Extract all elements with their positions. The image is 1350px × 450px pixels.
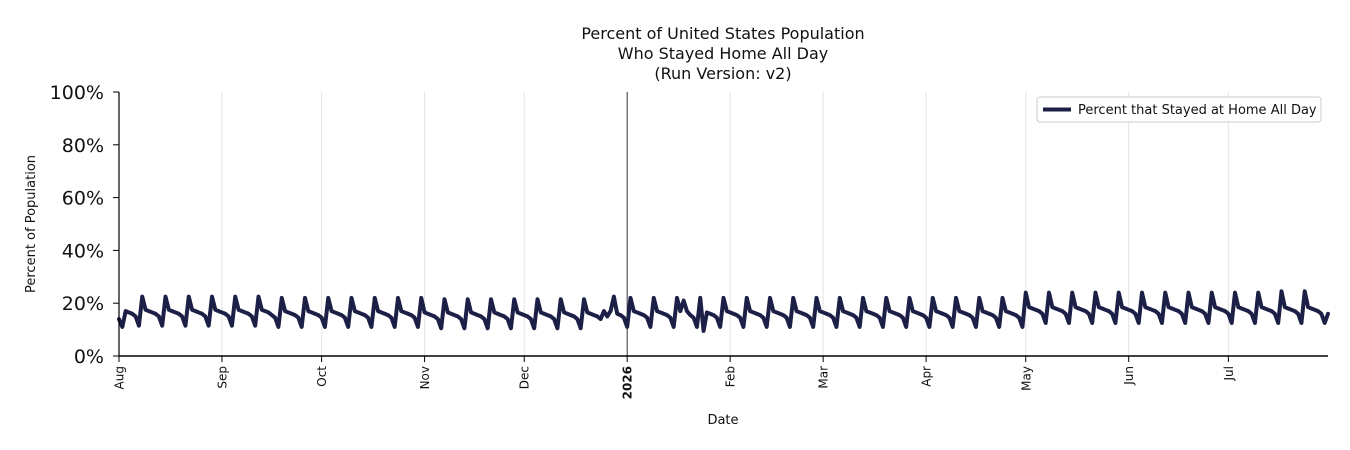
x-tick-label: Jul [1222, 366, 1236, 381]
legend: Percent that Stayed at Home All Day [1036, 96, 1322, 123]
y-tick-label: 40% [62, 240, 104, 262]
x-tick-label: May [1019, 366, 1033, 391]
y-tick-label: 100% [50, 82, 104, 104]
x-tick-label: Oct [315, 366, 329, 387]
y-tick-label: 0% [74, 346, 104, 368]
series-lines [117, 289, 1330, 333]
axes [118, 92, 1328, 357]
y-tick-label: 80% [62, 135, 104, 157]
x-tick-label: Nov [418, 366, 432, 389]
x-axis-label: Date [707, 413, 738, 428]
x-tick-label: Jun [1122, 366, 1136, 386]
x-tick-label: Mar [817, 366, 831, 389]
chart-title: Percent of United States Population Who … [581, 24, 864, 83]
x-tick-label: Aug [113, 366, 127, 389]
legend-label: Percent that Stayed at Home All Day [1078, 103, 1317, 118]
x-ticks: Aug Sep Oct Nov Dec 2026 Feb Mar Apr May Jun Jul [113, 356, 1236, 399]
y-axis-label: Percent of Population [24, 155, 39, 293]
chart-title-line-2: Who Stayed Home All Day [618, 44, 828, 63]
legend-box [1036, 96, 1322, 123]
chart-title-line-3: (Run Version: v2) [654, 64, 791, 83]
y-tick-label: 60% [62, 188, 104, 210]
y-tick-label: 20% [62, 293, 104, 315]
y-ticks: 0% 20% 40% 60% 80% 100% [50, 82, 119, 368]
x-gridlines [118, 92, 1229, 356]
x-tick-label: Dec [518, 366, 532, 389]
x-tick-label: Feb [724, 366, 738, 387]
x-tick-label: 2026 [621, 366, 635, 399]
series-line-0 [117, 289, 1330, 333]
x-tick-label: Sep [215, 366, 229, 389]
chart-title-line-1: Percent of United States Population [581, 24, 864, 43]
x-tick-label: Apr [920, 366, 934, 387]
